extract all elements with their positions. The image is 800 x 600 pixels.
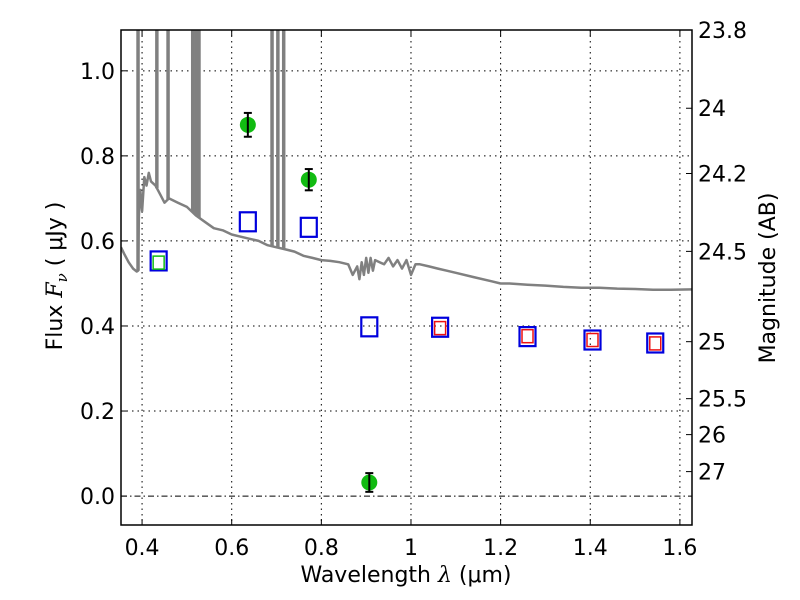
x-tick-label: 0.8 bbox=[304, 536, 339, 561]
y2-tick-label: 25 bbox=[698, 331, 726, 356]
y2-tick-label: 27 bbox=[698, 461, 726, 486]
x-tick-label: 1.4 bbox=[573, 536, 608, 561]
x-axis-label: Wavelength λ (μm) bbox=[300, 563, 511, 588]
x-tick-label: 1.6 bbox=[662, 536, 697, 561]
band-point bbox=[152, 255, 165, 270]
spectrum-series bbox=[121, 30, 692, 292]
y2-axis-label: Magnitude (AB) bbox=[756, 193, 781, 364]
markers bbox=[149, 111, 665, 493]
y2-tick-label: 26 bbox=[698, 424, 726, 449]
y2-tick-label: 24.5 bbox=[698, 240, 747, 265]
y-axis: 0.0 0.2 0.4 0.6 0.8 1.0 bbox=[80, 60, 127, 510]
y2-tick-label: 23.8 bbox=[698, 19, 747, 44]
grid bbox=[121, 30, 692, 525]
y-axis-label: Flux Fν ( μJy ) bbox=[43, 202, 71, 351]
model-point bbox=[149, 250, 168, 272]
y-tick-label: 0.6 bbox=[80, 230, 115, 255]
y-tick-label: 1.0 bbox=[80, 60, 115, 85]
model-point bbox=[518, 326, 537, 348]
y2-axis: 23.8 24 24.2 24.5 25 25.5 26 27 bbox=[686, 19, 747, 486]
x-tick-label: 0.6 bbox=[214, 536, 249, 561]
y-tick-label: 0.2 bbox=[80, 400, 115, 425]
x-tick-label: 1.2 bbox=[483, 536, 518, 561]
band-point bbox=[521, 328, 534, 344]
spectrum-line bbox=[121, 171, 692, 292]
x-axis: 0.4 0.6 0.8 1 1.2 1.4 1.6 bbox=[125, 30, 697, 561]
y-tick-label: 0.4 bbox=[80, 315, 115, 340]
x-tick-label: 0.4 bbox=[125, 536, 160, 561]
model-point bbox=[646, 332, 665, 354]
model-point bbox=[238, 211, 257, 233]
band-point bbox=[648, 336, 662, 351]
model-point bbox=[360, 316, 379, 338]
model-point bbox=[583, 329, 602, 351]
y2-tick-label: 25.5 bbox=[698, 388, 747, 413]
y-tick-label: 0.8 bbox=[80, 145, 115, 170]
band-point bbox=[586, 332, 599, 348]
x-tick-label: 1 bbox=[404, 536, 418, 561]
lambda-symbol: λ bbox=[437, 563, 452, 588]
model-point bbox=[431, 316, 450, 338]
plot-frame bbox=[120, 29, 693, 526]
band-point bbox=[433, 320, 447, 336]
y2-tick-label: 24.2 bbox=[698, 162, 747, 187]
model-point bbox=[299, 216, 318, 238]
y-tick-label: 0.0 bbox=[80, 485, 115, 510]
y2-tick-label: 24 bbox=[698, 97, 726, 122]
